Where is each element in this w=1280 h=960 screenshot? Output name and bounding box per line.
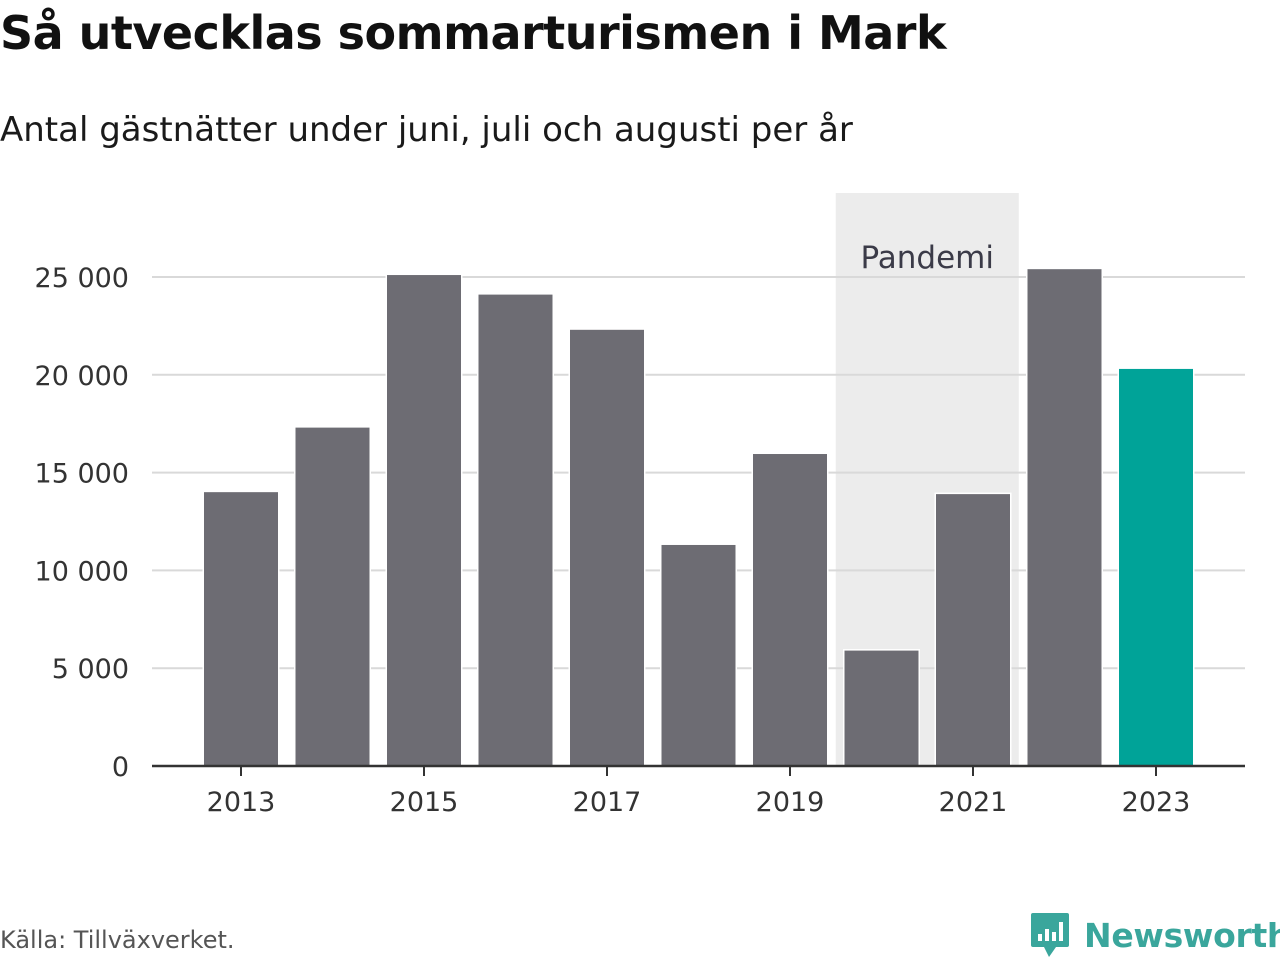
annotation-label: Pandemi: [860, 240, 994, 276]
x-tick-label: 2021: [939, 787, 1008, 818]
y-tick-label: 10 000: [35, 556, 129, 587]
y-tick-label: 20 000: [35, 361, 129, 392]
y-tick-label: 15 000: [35, 459, 129, 490]
bar-2018: [661, 544, 736, 766]
bar-2019: [753, 454, 827, 766]
y-tick-label: 0: [112, 752, 129, 783]
bar-2020: [844, 650, 919, 766]
x-tick-label: 2023: [1122, 787, 1191, 818]
source-note: Källa: Tillväxverket.: [0, 926, 235, 954]
bar-2013: [204, 492, 278, 766]
chart-subtitle: Antal gästnätter under juni, juli och au…: [0, 110, 853, 150]
x-tick-label: 2013: [207, 787, 276, 818]
y-tick-label: 25 000: [35, 263, 129, 294]
bar-2014: [295, 427, 370, 766]
bar-2022: [1027, 269, 1102, 766]
newsworthy-logo-icon: [1031, 913, 1069, 957]
bar-2021: [936, 494, 1010, 766]
bar-2023: [1119, 368, 1193, 766]
y-tick-label: 5 000: [52, 654, 129, 685]
bar-2017: [570, 329, 644, 766]
bar-2015: [387, 275, 461, 766]
x-tick-label: 2015: [390, 787, 459, 818]
x-tick-label: 2019: [756, 787, 825, 818]
chart-title: Så utvecklas sommarturismen i Mark: [0, 6, 947, 60]
brand-name: Newsworthy: [1084, 915, 1280, 955]
bar-chart: Pandemi 0 5 000 10 000 15 000 20 000 25 000 201…: [35, 193, 1245, 818]
x-tick-label: 2017: [573, 787, 642, 818]
bar-2016: [478, 294, 553, 766]
newsworthy-logo[interactable]: Newsworthy: [1030, 910, 1280, 960]
